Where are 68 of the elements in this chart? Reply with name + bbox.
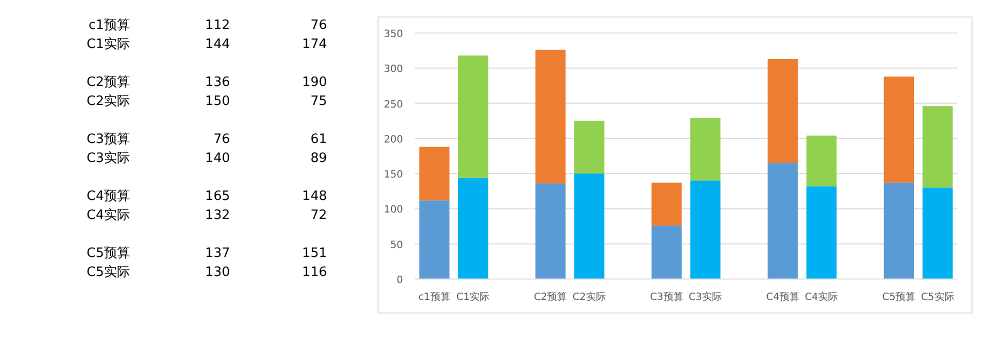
text: c1预算	[88, 18, 130, 33]
y-tick-label: 300	[384, 64, 403, 76]
text: C3预算	[86, 132, 130, 147]
x-tick-label: C2实际	[572, 291, 606, 303]
text: 148	[302, 189, 327, 204]
bar	[690, 118, 720, 181]
y-tick-label: 150	[384, 170, 403, 181]
bar	[884, 76, 914, 183]
text: 130	[205, 265, 230, 280]
text: C2实际	[86, 94, 130, 109]
bar	[690, 180, 720, 279]
bar	[574, 120, 604, 174]
bar	[922, 106, 953, 188]
bar	[419, 146, 450, 200]
text: C1实际	[86, 37, 130, 52]
y-tick-label: 0	[396, 275, 403, 286]
bar	[806, 186, 837, 279]
text: 116	[302, 265, 327, 280]
bar	[574, 174, 604, 279]
text: 150	[205, 94, 230, 109]
bar	[922, 188, 953, 279]
text: 137	[205, 246, 230, 261]
x-tick-label: C3实际	[688, 291, 722, 303]
bar	[458, 55, 488, 178]
x-tick-label: C1实际	[456, 291, 490, 303]
text: 144	[205, 37, 230, 52]
y-tick-label: 350	[384, 29, 403, 40]
text: C3实际	[86, 151, 130, 166]
text: 190	[302, 75, 327, 90]
text: C5预算	[86, 246, 130, 261]
text: 165	[205, 189, 230, 204]
y-tick-label: 100	[384, 204, 403, 216]
text: 75	[310, 94, 327, 109]
text: 151	[302, 246, 327, 261]
bar	[768, 59, 798, 164]
bar	[652, 182, 682, 226]
text: C4预算	[86, 189, 130, 204]
text: 112	[205, 18, 230, 33]
text: 76	[213, 132, 230, 147]
bar	[535, 183, 566, 279]
y-tick-label: 200	[384, 134, 403, 146]
x-tick-label: C4预算	[766, 291, 800, 303]
y-tick-label: 50	[390, 240, 403, 251]
x-tick-label: C5预算	[882, 291, 916, 303]
text: 174	[302, 37, 327, 52]
text: 72	[310, 208, 327, 223]
text: 89	[310, 151, 327, 166]
bar	[458, 178, 488, 279]
text: 140	[205, 151, 230, 166]
text: C2预算	[86, 75, 130, 90]
bar	[652, 226, 682, 279]
text: 136	[205, 75, 230, 90]
text: 132	[205, 208, 230, 223]
bar	[535, 50, 566, 184]
bar	[419, 200, 450, 279]
x-tick-label: C5实际	[920, 291, 954, 303]
text: 61	[310, 132, 327, 147]
x-tick-label: c1预算	[418, 291, 450, 303]
x-tick-label: C2预算	[534, 291, 568, 303]
bar	[768, 163, 798, 279]
x-tick-label: C4实际	[804, 291, 838, 303]
text: C4实际	[86, 208, 130, 223]
y-tick-label: 250	[384, 99, 403, 110]
x-tick-label: C3预算	[650, 291, 684, 303]
text: 76	[310, 18, 327, 33]
bar	[806, 136, 837, 186]
bar	[884, 182, 914, 279]
text: C5实际	[86, 265, 130, 280]
